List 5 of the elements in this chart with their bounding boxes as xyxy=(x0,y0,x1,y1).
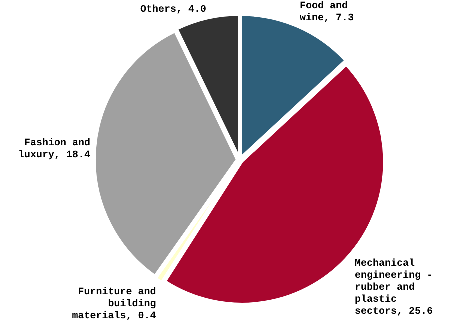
slice-label: Fashion and luxury, 18.4 xyxy=(18,138,91,162)
slice-label: Furniture and building materials, 0.4 xyxy=(72,286,156,322)
slice-label: Food and wine, 7.3 xyxy=(300,0,354,25)
slice-label: Mechanical engineering - rubber and plastic sectors, 25.6 xyxy=(355,258,434,318)
slice-label: Others, 4.0 xyxy=(140,4,206,16)
